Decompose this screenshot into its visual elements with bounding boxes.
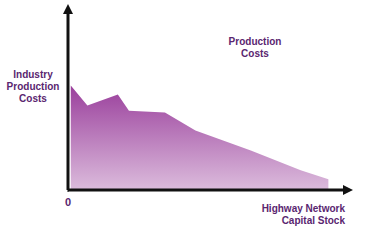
x-axis-label: Highway NetworkCapital Stock (262, 203, 346, 226)
x-tick (68, 190, 69, 192)
y-axis-label: IndustryProductionCosts (7, 69, 60, 104)
x-arrow (343, 185, 353, 195)
plot-area (71, 86, 329, 190)
x-tick-label: 0 (65, 196, 71, 208)
annotation: ProductionCosts (229, 36, 282, 59)
y-axis (67, 10, 70, 190)
chart: 0 IndustryProductionCosts Highway NetworkC… (0, 0, 375, 236)
y-arrow (63, 4, 73, 14)
area (71, 86, 329, 190)
chart-container: 0 IndustryProductionCosts Highway NetworkC… (0, 0, 375, 236)
x-axis (68, 189, 345, 192)
